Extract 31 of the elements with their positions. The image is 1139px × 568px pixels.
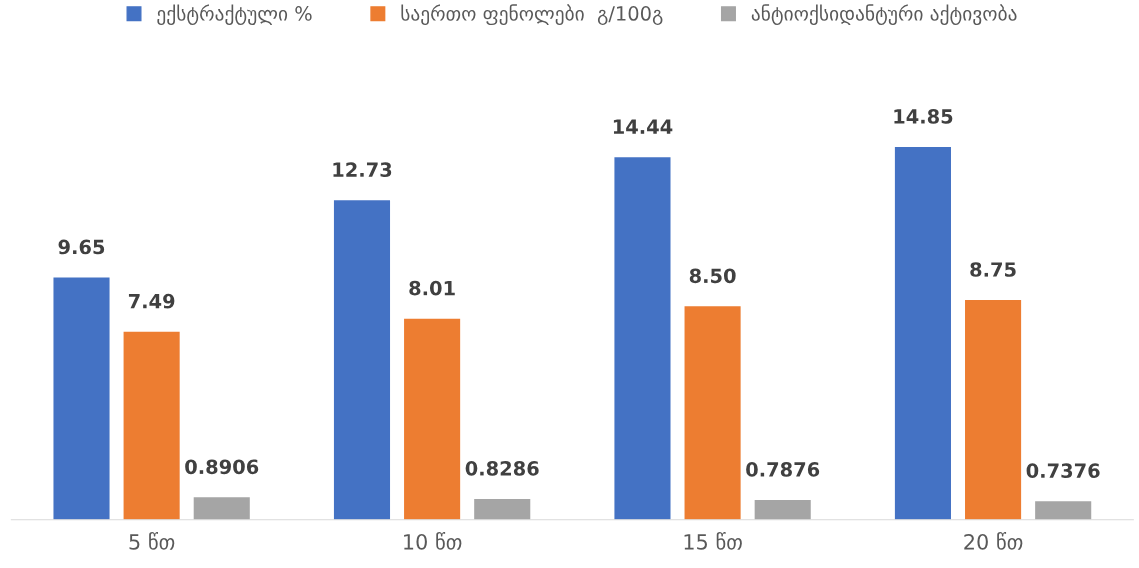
x-tick-label: 20 წთ [964, 531, 1023, 550]
data-label: 14.85 [894, 109, 953, 124]
legend-label: ექსტრაქტული % [157, 4, 312, 26]
data-label: 9.65 [58, 239, 105, 255]
x-tick-label: 15 წთ [684, 531, 742, 550]
data-label: 8.50 [689, 268, 736, 284]
bar [894, 146, 951, 520]
legend-label: ანტიოქსიდანტური აქტივობა [751, 4, 1017, 26]
data-label: 0.8906 [185, 459, 259, 475]
bar [193, 497, 250, 520]
bar [333, 200, 391, 520]
data-label: 8.75 [970, 262, 1016, 277]
bar [123, 331, 180, 520]
bar [614, 157, 671, 520]
data-label: 8.01 [409, 280, 455, 296]
data-label: 0.7376 [1026, 463, 1100, 478]
x-tick-label: 5 წთ [129, 531, 175, 550]
data-label: 0.7876 [746, 462, 820, 477]
legend-label: საერთო ფენოლები გ/100გ [401, 4, 663, 26]
bar [965, 300, 1022, 520]
bar [1035, 501, 1092, 520]
x-tick-label: 10 წთ [404, 531, 462, 550]
bar [684, 306, 741, 520]
data-label: 0.8286 [465, 461, 539, 476]
data-label: 7.49 [128, 293, 175, 309]
bar [53, 277, 110, 520]
data-label: 14.44 [613, 119, 673, 134]
bar [474, 498, 531, 520]
bar [754, 499, 811, 520]
bar [404, 318, 461, 520]
data-label: 12.73 [333, 162, 392, 177]
